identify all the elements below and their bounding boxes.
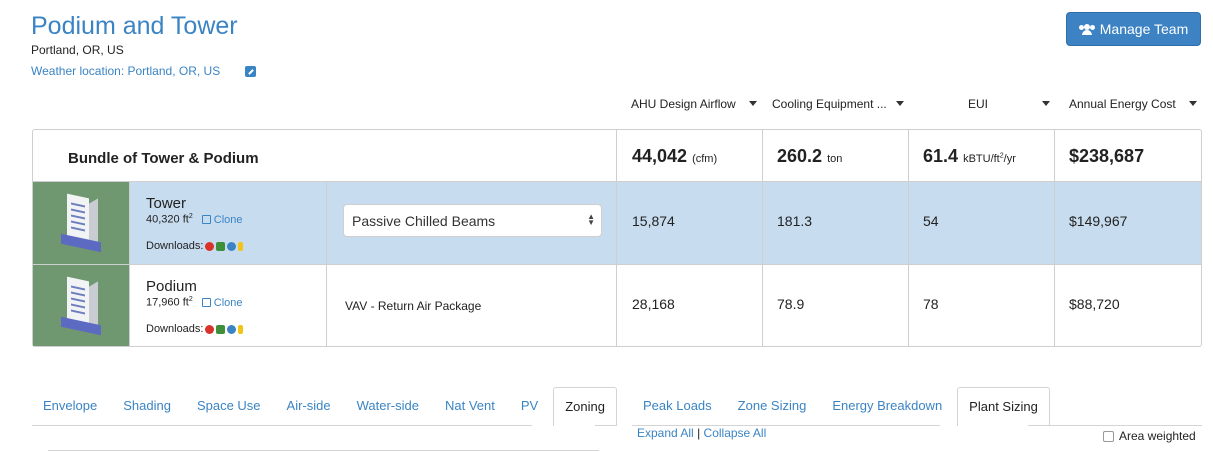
building-name: Podium	[146, 278, 197, 295]
building-thumbnail[interactable]	[33, 182, 130, 264]
bundle-cooling-unit: ton	[827, 153, 843, 165]
tab-shading[interactable]: Shading	[123, 398, 171, 413]
bundle-cooling: 260.2 ton	[777, 146, 842, 167]
separator: |	[697, 426, 701, 440]
building-cooling: 78.9	[777, 296, 805, 312]
clone-button[interactable]: Clone	[201, 296, 243, 309]
building-area-sup: 2	[188, 213, 193, 220]
metric-select-eui[interactable]: EUI	[968, 96, 988, 112]
building-row-tower[interactable]: Tower 40,320 ft2 Clone Downloads: Passiv…	[33, 181, 1201, 264]
results-tabs: Peak Loads Zone Sizing Energy Breakdown …	[632, 387, 1050, 426]
gbxml-download-icon[interactable]	[205, 241, 215, 251]
tab-zone-sizing[interactable]: Zone Sizing	[737, 398, 807, 413]
tab-nat-vent[interactable]: Nat Vent	[444, 398, 495, 413]
area-weighted-toggle[interactable]: Area weighted	[1103, 429, 1196, 443]
building-eui: 78	[923, 296, 939, 312]
bundle-cost: $238,687	[1069, 146, 1145, 166]
building-name: Tower	[146, 195, 187, 212]
chevron-down-icon[interactable]	[1189, 101, 1197, 106]
building-area-value: 40,320 ft	[146, 213, 189, 226]
building-icon	[61, 193, 101, 253]
building-icon	[61, 276, 101, 336]
bundle-eui-value: 61.4	[923, 146, 959, 166]
building-area-sup: 2	[188, 296, 193, 303]
downloads-label: Downloads:	[146, 240, 204, 252]
tab-air-side[interactable]: Air-side	[286, 398, 331, 413]
clone-label: Clone	[213, 296, 243, 309]
hvac-system-text: VAV - Return Air Package	[345, 299, 482, 313]
copy-icon	[201, 297, 211, 307]
bundle-summary-row: Bundle of Tower & Podium 44,042 (cfm) 26…	[33, 130, 1201, 181]
downloads: Downloads:	[146, 323, 244, 335]
copy-icon	[201, 214, 211, 224]
results-table: Bundle of Tower & Podium 44,042 (cfm) 26…	[32, 129, 1202, 347]
expand-collapse-controls: Expand All | Collapse All	[637, 426, 766, 440]
tab-plant-sizing[interactable]: Plant Sizing	[957, 387, 1050, 426]
tab-zoning[interactable]: Zoning	[553, 387, 617, 426]
building-cost: $88,720	[1069, 296, 1120, 312]
gbxml-download-icon[interactable]	[205, 324, 215, 334]
chevron-down-icon[interactable]	[1042, 101, 1050, 106]
lightning-icon[interactable]	[238, 324, 244, 334]
bundle-eui-unit-post: /yr	[1003, 153, 1016, 165]
chevron-down-icon[interactable]	[749, 101, 757, 106]
weather-location-link[interactable]: Weather location: Portland, OR, US	[31, 64, 221, 78]
building-area: 40,320 ft2 Clone	[146, 213, 243, 226]
tab-space-use[interactable]: Space Use	[196, 398, 261, 413]
page-title: Podium and Tower	[31, 12, 238, 40]
metric-select-label: AHU Design Airflow	[631, 97, 736, 111]
bundle-airflow-value: 44,042	[632, 146, 688, 166]
building-airflow: 15,874	[632, 213, 675, 229]
bundle-eui-unit: kBTU/ft	[963, 153, 1000, 165]
hvac-system-select[interactable]: Passive Chilled Beams ▲ ▼	[343, 204, 602, 237]
manage-team-label: Manage Team	[1099, 21, 1189, 37]
building-eui: 54	[923, 213, 939, 229]
tab-energy-breakdown[interactable]: Energy Breakdown	[832, 398, 943, 413]
bundle-cooling-value: 260.2	[777, 146, 823, 166]
building-cooling: 181.3	[777, 213, 813, 229]
select-arrows-icon: ▲ ▼	[587, 212, 595, 227]
lightning-icon[interactable]	[238, 241, 244, 251]
hvac-system-value: Passive Chilled Beams	[352, 213, 496, 229]
clone-label: Clone	[213, 213, 243, 226]
input-tabs: Envelope Shading Space Use Air-side Wate…	[32, 387, 617, 426]
building-area: 17,960 ft2 Clone	[146, 296, 243, 309]
tab-envelope[interactable]: Envelope	[43, 398, 98, 413]
bundle-airflow: 44,042 (cfm)	[632, 146, 717, 167]
bundle-name: Bundle of Tower & Podium	[68, 150, 259, 167]
metric-select-label: Annual Energy Cost	[1069, 97, 1176, 111]
users-icon	[1078, 23, 1095, 35]
tab-peak-loads[interactable]: Peak Loads	[643, 398, 712, 413]
building-thumbnail[interactable]	[33, 265, 130, 346]
excel-download-icon[interactable]	[216, 241, 226, 251]
manage-team-button[interactable]: Manage Team	[1066, 12, 1201, 46]
area-weighted-label: Area weighted	[1119, 429, 1196, 443]
metric-select-cooling[interactable]: Cooling Equipment ...	[772, 96, 890, 112]
clone-button[interactable]: Clone	[201, 213, 243, 226]
excel-download-icon[interactable]	[216, 324, 226, 334]
building-area-value: 17,960 ft	[146, 296, 189, 309]
bundle-eui: 61.4 kBTU/ft2/yr	[923, 146, 1016, 167]
metric-select-cost[interactable]: Annual Energy Cost	[1069, 96, 1176, 112]
energyplus-download-icon[interactable]	[227, 324, 237, 334]
building-row-podium[interactable]: Podium 17,960 ft2 Clone Downloads: VAV -…	[33, 264, 1201, 346]
tab-water-side[interactable]: Water-side	[356, 398, 419, 413]
metric-select-label: EUI	[968, 97, 989, 111]
downloads-label: Downloads:	[146, 323, 204, 335]
tab-pv[interactable]: PV	[520, 398, 539, 413]
energyplus-download-icon[interactable]	[227, 241, 237, 251]
chevron-down-icon[interactable]	[896, 101, 904, 106]
downloads: Downloads:	[146, 240, 244, 252]
metric-select-label: Cooling Equipment ...	[772, 97, 887, 111]
collapse-all-link[interactable]: Collapse All	[703, 426, 767, 440]
area-weighted-checkbox[interactable]	[1103, 430, 1114, 442]
bundle-eui-unit-sup: 2	[999, 152, 1004, 160]
metric-select-airflow[interactable]: AHU Design Airflow	[631, 96, 736, 112]
bundle-airflow-unit: (cfm)	[692, 153, 718, 165]
building-cost: $149,967	[1069, 213, 1128, 229]
building-airflow: 28,168	[632, 296, 675, 312]
edit-icon[interactable]	[245, 66, 256, 77]
project-location: Portland, OR, US	[31, 43, 124, 57]
expand-all-link[interactable]: Expand All	[637, 426, 694, 440]
